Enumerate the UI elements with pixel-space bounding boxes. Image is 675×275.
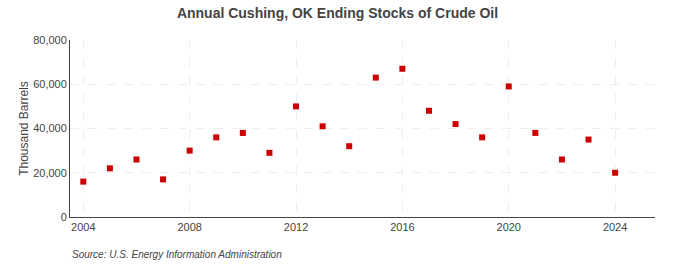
svg-text:80,000: 80,000 bbox=[33, 34, 67, 46]
svg-text:0: 0 bbox=[61, 211, 67, 223]
svg-text:2020: 2020 bbox=[497, 221, 521, 233]
svg-text:2016: 2016 bbox=[390, 221, 414, 233]
svg-text:60,000: 60,000 bbox=[33, 78, 67, 90]
svg-text:Thousand Barrels: Thousand Barrels bbox=[17, 81, 31, 176]
svg-text:40,000: 40,000 bbox=[33, 122, 67, 134]
svg-text:2012: 2012 bbox=[284, 221, 308, 233]
svg-text:Source: U.S. Energy Informatio: Source: U.S. Energy Information Administ… bbox=[72, 249, 282, 260]
svg-text:2024: 2024 bbox=[603, 221, 627, 233]
svg-text:2004: 2004 bbox=[71, 221, 95, 233]
svg-text:Annual Cushing, OK Ending Stoc: Annual Cushing, OK Ending Stocks of Crud… bbox=[177, 5, 498, 21]
svg-text:20,000: 20,000 bbox=[33, 167, 67, 179]
svg-text:2008: 2008 bbox=[177, 221, 201, 233]
